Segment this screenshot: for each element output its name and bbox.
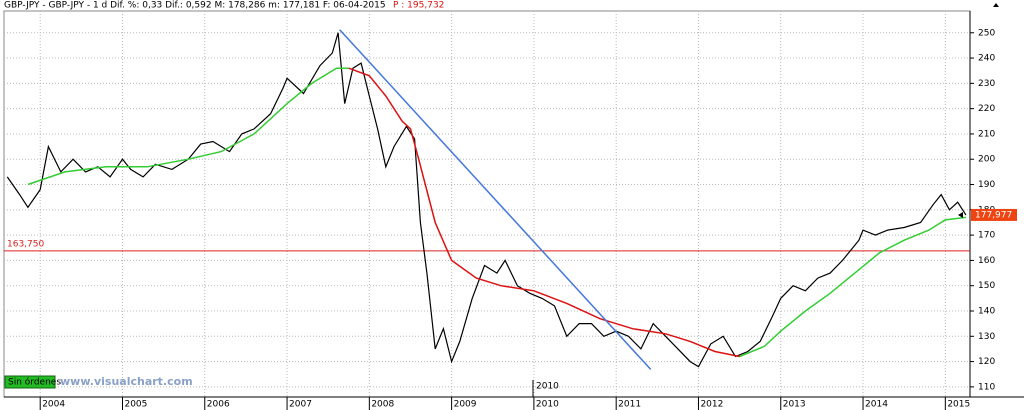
x-tick-label: 2013	[783, 400, 806, 410]
y-tick-label: 190	[978, 180, 995, 190]
y-tick-label: 110	[978, 382, 995, 392]
watermark: www.visualchart.com	[60, 375, 193, 388]
y-tick-label: 240	[978, 54, 995, 64]
y-tick-label: 170	[978, 231, 995, 241]
orders-button-label[interactable]: Sin órdenes	[8, 377, 61, 388]
scroll-arrow[interactable]	[993, 3, 999, 7]
orders-button[interactable]	[4, 375, 56, 389]
y-tick-label: 200	[978, 155, 995, 165]
price-line	[6, 32, 967, 368]
y-tick-label: 160	[978, 256, 995, 266]
x-tick-label: 2010	[536, 400, 559, 410]
y-tick-label: 150	[978, 281, 995, 291]
y-tick-label: 230	[978, 79, 995, 89]
x-tick-label: 2008	[371, 400, 394, 410]
x-tick-label: 2012	[700, 400, 723, 410]
title-price: P : 195,732	[393, 1, 444, 11]
price-pointer	[958, 211, 963, 218]
x-tick-label: 2004	[42, 400, 65, 410]
y-tick-label: 220	[978, 104, 995, 114]
y-tick-label: 120	[978, 357, 995, 367]
x-tick-label: 2014	[865, 400, 888, 410]
marker-label: 2010	[536, 382, 559, 392]
price-line	[27, 67, 966, 358]
price-line	[339, 29, 652, 370]
x-tick-label: 2015	[947, 400, 970, 410]
price-line	[348, 67, 740, 358]
y-tick-label: 140	[978, 307, 995, 317]
y-tick-label: 210	[978, 129, 995, 139]
y-tick-label: 130	[978, 332, 995, 342]
chart-title: GBP-JPY - GBP-JPY - 1 d Dif. %: 0,33 Dif…	[4, 1, 386, 11]
price-tag-label: 177,977	[975, 210, 1012, 220]
x-tick-label: 2009	[454, 400, 477, 410]
x-tick-label: 2006	[207, 400, 230, 410]
level-label: 163,750	[7, 239, 44, 249]
x-tick-label: 2007	[289, 400, 312, 410]
x-tick-label: 2011	[618, 400, 641, 410]
y-tick-label: 250	[978, 28, 995, 38]
x-tick-label: 2005	[124, 400, 147, 410]
price-tag	[971, 208, 1017, 221]
